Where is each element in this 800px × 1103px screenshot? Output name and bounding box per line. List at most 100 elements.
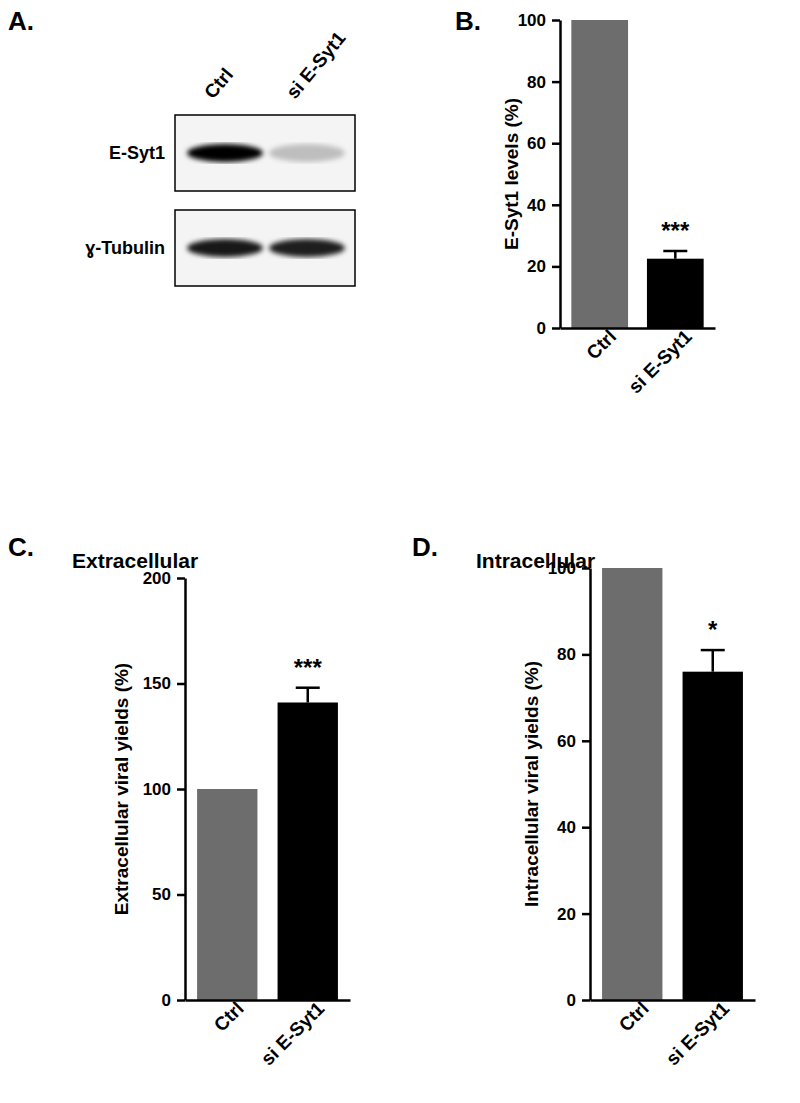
bars: [602, 568, 743, 1000]
x-axis: Ctrlsi E-Syt1: [186, 997, 351, 1069]
tick-label: si E-Syt1: [257, 997, 329, 1069]
tick-mark: [552, 266, 560, 269]
tick-mark: [552, 204, 560, 207]
axis-line: [186, 999, 351, 1002]
x-axis: Ctrlsi E-Syt1: [561, 325, 716, 397]
axis-title: Extracellular viral yields (%): [111, 663, 132, 915]
row-label: E-Syt1: [109, 143, 165, 163]
tick-label: si E-Syt1: [624, 325, 696, 397]
blot-frame: [175, 210, 355, 286]
significance: ***: [294, 654, 323, 681]
tick: Ctrl: [210, 998, 248, 1036]
y-axis: 0 20 40 60 80 100: [518, 11, 561, 338]
tick-label: Ctrl: [615, 998, 653, 1036]
tick: si E-Syt1: [624, 325, 696, 397]
axis-title: Intracellular viral yields (%): [521, 661, 542, 907]
tick-label: 80: [557, 645, 576, 664]
bar: [647, 259, 704, 328]
bar-panel: D. Intracellular * 0 20 40 60 80 100 Ctrlsi E-Syt…: [412, 532, 756, 1069]
tick: 60: [557, 732, 590, 751]
band: [269, 144, 345, 162]
bar: [197, 789, 257, 1000]
tick-label: 60: [557, 732, 576, 751]
tick-label: 0: [162, 991, 171, 1010]
error-bar: [701, 650, 725, 672]
tick-mark: [177, 788, 185, 791]
tick: 0: [537, 319, 560, 338]
lane-label: si E-Syt1: [282, 27, 350, 102]
tick: si E-Syt1: [257, 997, 329, 1069]
tick-mark: [552, 142, 560, 145]
bars: [197, 688, 338, 1000]
tick-mark: [582, 826, 590, 829]
tick-mark: [552, 327, 560, 330]
tick: si E-Syt1: [662, 997, 734, 1069]
tick: 40: [557, 818, 590, 837]
row-label: ɣ-Tubulin: [85, 238, 165, 258]
lane-label: Ctrl: [200, 64, 237, 103]
figure: A.Ctrlsi E-Syt1E-Syt1ɣ-TubulinB.***02040…: [0, 0, 800, 1103]
tick-label: 20: [527, 257, 546, 276]
tick: Ctrl: [582, 326, 620, 364]
tick-label: 0: [567, 991, 576, 1010]
bar: [571, 20, 628, 328]
tick: 20: [557, 905, 590, 924]
tick: 20: [527, 257, 560, 276]
panel-label: D.: [412, 532, 438, 562]
tick: 40: [527, 196, 560, 215]
band: [187, 144, 263, 162]
error-cap: [701, 649, 725, 652]
tick-label: 50: [152, 885, 171, 904]
axis-line: [591, 999, 756, 1002]
axis-line: [559, 21, 562, 329]
tick-mark: [177, 683, 185, 686]
bar: [683, 672, 743, 1000]
tick-mark: [582, 567, 590, 570]
tick-mark: [177, 999, 185, 1002]
significance: ***: [661, 217, 690, 244]
bar: [278, 702, 338, 1000]
blot-panel: A. Ctrl si E-Syt1 E-Syt1 ɣ-Tubulin: [8, 6, 355, 286]
tick: 0: [162, 991, 185, 1010]
panel-label: A.: [8, 6, 34, 36]
tick: 80: [527, 73, 560, 92]
bar-panel: C.Extracellular***050100150200Ctrlsi E-S…: [8, 532, 351, 1069]
tick-label: 20: [557, 905, 576, 924]
y-axis: 0 20 40 60 80 100: [548, 559, 591, 1010]
tick-label: Ctrl: [210, 998, 248, 1036]
tick-label: 150: [143, 674, 171, 693]
significance: *: [708, 616, 718, 643]
tick: 100: [548, 559, 590, 578]
tick-label: 60: [527, 134, 546, 153]
error-stem: [306, 688, 309, 703]
tick-mark: [552, 19, 560, 22]
error-cap: [663, 250, 687, 253]
tick-mark: [552, 81, 560, 84]
x-axis: Ctrlsi E-Syt1: [591, 997, 756, 1069]
tick: 200: [143, 569, 185, 588]
tick-mark: [582, 999, 590, 1002]
tick-label: si E-Syt1: [662, 997, 734, 1069]
chart-title: Intracellular: [476, 549, 595, 572]
tick-label: 40: [557, 818, 576, 837]
tick-mark: [177, 894, 185, 897]
tick-label: 100: [518, 11, 546, 30]
blot-frame: [175, 115, 355, 191]
tick: 60: [527, 134, 560, 153]
chart-title: Extracellular: [72, 549, 198, 572]
bar-panel: B. *** 0 20 40 60 80 100 Ctrlsi E-Syt1 E-Syt1 lev…: [455, 6, 716, 397]
panel-label: B.: [455, 6, 481, 36]
band: [269, 239, 345, 257]
tick-label: 40: [527, 196, 546, 215]
axis-line: [589, 569, 592, 1001]
tick-label: 0: [537, 319, 546, 338]
tick-label: 100: [548, 559, 576, 578]
y-axis: 050100150200: [143, 569, 186, 1010]
tick-label: 80: [527, 73, 546, 92]
error-stem: [711, 650, 714, 672]
band: [187, 239, 263, 257]
tick: 0: [567, 991, 590, 1010]
axis-line: [561, 327, 716, 330]
axis-title: E-Syt1 levels (%): [501, 98, 522, 250]
tick-mark: [177, 577, 185, 580]
